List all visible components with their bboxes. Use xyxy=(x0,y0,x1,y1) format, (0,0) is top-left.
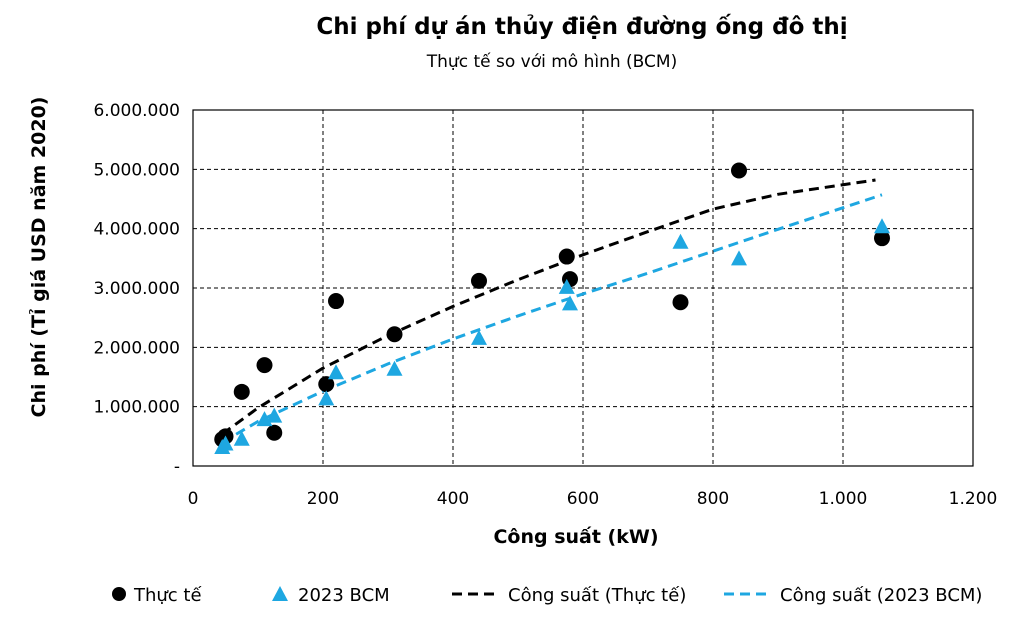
data-point-triangle xyxy=(386,360,403,376)
grid xyxy=(193,110,973,466)
data-point-triangle xyxy=(318,390,335,406)
data-point-circle xyxy=(672,294,689,311)
data-point-triangle xyxy=(731,250,747,266)
trend-lines xyxy=(221,178,883,444)
x-tick-label: 0 xyxy=(188,489,199,509)
y-tick-label: 4.000.000 xyxy=(93,220,180,240)
chart-title: Chi phí dự án thủy điện đường ống đô thị xyxy=(316,14,848,40)
y-tick-label: 1.000.000 xyxy=(93,398,180,418)
data-point-triangle xyxy=(558,278,575,294)
data-point-triangle xyxy=(471,329,487,345)
y-tick-label: 3.000.000 xyxy=(93,279,180,299)
data-point-triangle xyxy=(562,295,578,311)
data-point-triangle xyxy=(266,407,283,423)
y-tick-label: 6.000.000 xyxy=(93,101,180,121)
x-tick-label: 800 xyxy=(697,489,729,509)
data-point-circle xyxy=(266,424,283,441)
legend: Thực tế 2023 BCM Công suất (Thực tế) Công s… xyxy=(112,585,982,606)
x-tick-label: 400 xyxy=(437,489,469,509)
y-tick-label: - xyxy=(174,457,180,477)
x-tick-label: 200 xyxy=(307,489,339,509)
trend-line xyxy=(221,178,876,436)
legend-label: Công suất (Thực tế) xyxy=(508,585,686,606)
trend-line xyxy=(221,193,883,444)
legend-symbol-circle xyxy=(112,587,126,601)
axis-ticks: - 1.000.000 2.000.000 3.000.000 4.000.000 5.0… xyxy=(93,101,997,509)
legend-label: 2023 BCM xyxy=(298,585,390,606)
y-tick-label: 2.000.000 xyxy=(93,338,180,358)
x-tick-label: 1.000 xyxy=(819,489,868,509)
data-point-circle xyxy=(874,230,890,247)
x-tick-label: 1.200 xyxy=(949,489,998,509)
legend-symbol-triangle xyxy=(272,586,288,601)
y-tick-label: 5.000.000 xyxy=(93,160,180,180)
legend-label: Công suất (2023 BCM) xyxy=(780,585,982,606)
data-point-circle xyxy=(471,272,487,289)
data-point-circle xyxy=(318,376,335,393)
data-markers xyxy=(214,162,890,455)
x-tick-label: 600 xyxy=(567,489,599,509)
data-point-triangle xyxy=(874,218,890,234)
data-point-triangle xyxy=(233,430,250,446)
legend-label: Thực tế xyxy=(133,585,202,606)
data-point-circle xyxy=(386,326,403,343)
y-axis-title: Chi phí (Tỉ giá USD năm 2020) xyxy=(28,97,50,418)
data-point-circle xyxy=(256,357,273,374)
data-point-circle xyxy=(233,383,250,400)
chart-subtitle: Thực tế so với mô hình (BCM) xyxy=(426,52,678,72)
data-point-triangle xyxy=(217,435,234,451)
x-axis-title: Công suất (kW) xyxy=(493,525,658,548)
plot-area-frame xyxy=(192,109,974,467)
data-point-circle xyxy=(558,248,575,265)
data-point-triangle xyxy=(328,364,344,380)
data-point-circle xyxy=(731,162,747,179)
data-point-circle xyxy=(328,293,344,310)
data-point-triangle xyxy=(672,233,689,249)
